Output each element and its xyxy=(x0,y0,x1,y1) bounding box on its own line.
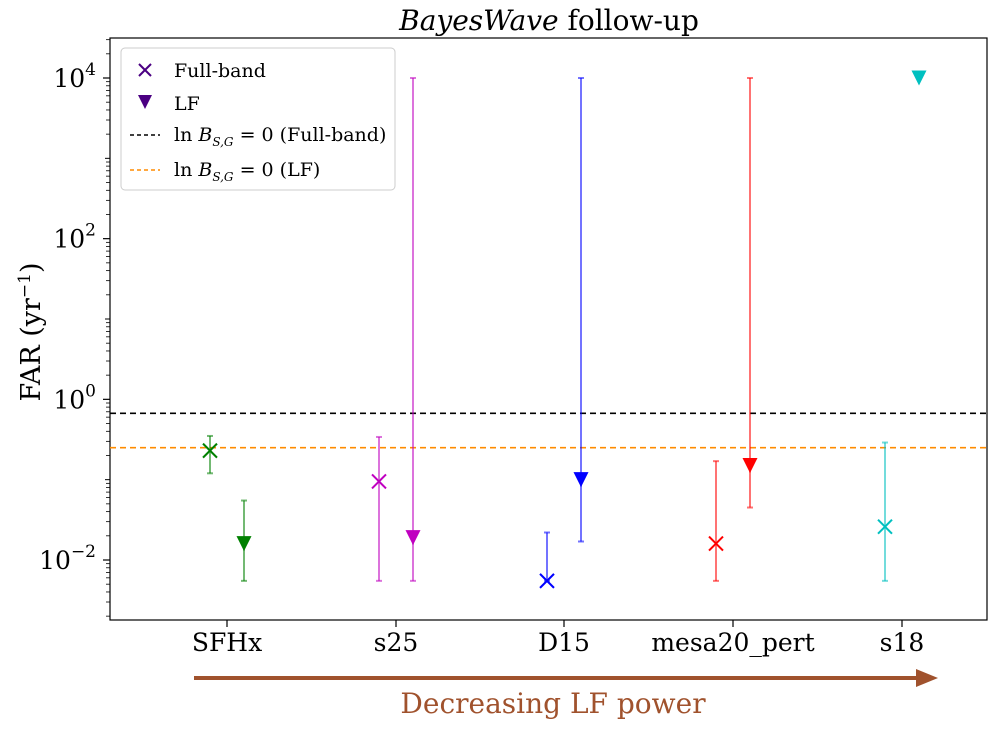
marker-fullband-SFHx-stroke-b xyxy=(202,442,218,459)
legend-lf-threshold-prefix: ln xyxy=(174,159,198,181)
legend-lf-label: LF xyxy=(174,93,200,115)
marker-lf-mesa20_pert xyxy=(742,458,758,474)
y-tick-exp-0: −2 xyxy=(71,542,96,562)
legend-lf-threshold-label: ln BS,G = 0 (LF) xyxy=(174,159,320,184)
marker-lf-SFHx xyxy=(236,536,252,552)
x-ticks: SFHx s25 D15 mesa20_pert s18 xyxy=(192,620,925,657)
y-tick-exp-2: 2 xyxy=(85,221,96,241)
y-tick-label-1: 100 xyxy=(53,381,96,414)
x-tick-label-1: s25 xyxy=(374,628,419,657)
marker-fullband-SFHx xyxy=(202,442,218,459)
y-tick-base-2: 10 xyxy=(53,225,85,254)
legend-fullband-threshold-label: ln BS,G = 0 (Full-band) xyxy=(174,124,386,149)
legend-fullband-marker xyxy=(138,63,152,77)
marker-fullband-mesa20_pert xyxy=(708,535,724,552)
x-tick-label-4: s18 xyxy=(880,628,925,657)
marker-lf-s25 xyxy=(405,530,421,546)
legend-fullband-threshold-prefix: ln xyxy=(174,124,198,146)
chart-title-rest: follow-up xyxy=(559,4,699,37)
arrow-label: Decreasing LF power xyxy=(400,687,706,720)
legend-fullband-threshold-sub: S,G xyxy=(212,135,234,149)
legend-lf-threshold-sub: S,G xyxy=(212,170,234,184)
x-tick-label-3: mesa20_pert xyxy=(651,628,814,657)
marker-fullband-mesa20_pert-stroke-b xyxy=(708,535,724,552)
y-tick-label-0: 10−2 xyxy=(39,542,96,575)
chart-title: BayesWave follow-up xyxy=(398,4,699,37)
plot-frame xyxy=(109,37,988,621)
legend-lf-marker xyxy=(138,95,152,109)
chart-title-italic: BayesWave xyxy=(398,4,558,37)
legend-lf-triangle xyxy=(138,95,152,109)
marker-lf-D15 xyxy=(573,472,589,488)
marker-lf-s18 xyxy=(911,70,927,86)
y-tick-base-3: 10 xyxy=(53,64,85,93)
marker-fullband-s18 xyxy=(877,518,893,535)
legend-fullband-x xyxy=(138,63,152,77)
arrow-head xyxy=(916,669,938,687)
y-tick-exp-1: 0 xyxy=(85,381,96,401)
reference-lines xyxy=(110,412,987,449)
legend-fullband-threshold-rest: = 0 (Full-band) xyxy=(234,124,387,146)
x-tick-label-2: D15 xyxy=(538,628,590,657)
marker-fullband-D15-stroke-b xyxy=(539,573,555,589)
legend-fullband-x-stroke-b xyxy=(138,63,152,77)
y-axis-label: FAR (yr−1) xyxy=(15,262,47,401)
marker-fullband-s18-stroke-b xyxy=(877,518,893,535)
legend-box xyxy=(120,47,396,191)
y-tick-base-1: 10 xyxy=(53,385,85,414)
y-tick-label-2: 102 xyxy=(53,221,96,254)
data-markers xyxy=(202,70,927,589)
legend: Full-band LF ln BS,G = 0 (Full-band) ln … xyxy=(120,47,396,191)
legend-fullband-threshold-math: B xyxy=(197,124,212,146)
marker-fullband-s25 xyxy=(371,473,387,490)
legend-lf-threshold-rest: = 0 (LF) xyxy=(234,159,321,181)
lf-power-annotation: Decreasing LF power xyxy=(194,669,938,720)
y-tick-base-0: 10 xyxy=(39,546,71,575)
y-tick-label-3: 104 xyxy=(53,60,96,93)
y-axis-label-main: FAR (yr xyxy=(16,298,47,402)
legend-fullband-label: Full-band xyxy=(174,60,266,82)
legend-lf-threshold-math: B xyxy=(197,159,212,181)
y-axis-label-sup: −1 xyxy=(15,273,35,298)
marker-fullband-s25-stroke-b xyxy=(371,473,387,490)
y-tick-exp-3: 4 xyxy=(85,60,96,80)
y-axis-label-close: ) xyxy=(16,262,47,273)
marker-fullband-D15 xyxy=(539,573,555,589)
x-tick-label-0: SFHx xyxy=(192,628,262,657)
